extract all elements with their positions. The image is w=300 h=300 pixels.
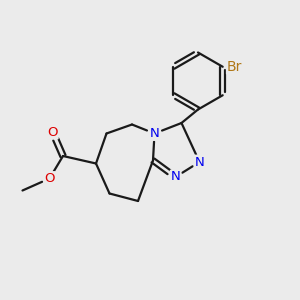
Text: N: N [195,155,204,169]
Text: O: O [44,172,55,185]
Text: O: O [47,125,58,139]
Text: Br: Br [226,60,242,74]
Text: N: N [171,170,180,184]
Text: N: N [150,127,159,140]
